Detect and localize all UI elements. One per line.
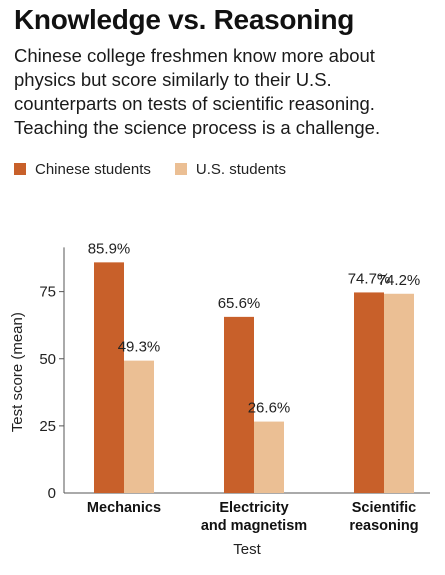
x-tick-label: and magnetism	[201, 518, 307, 534]
chart-labels: 85.9% 65.6% 74.7% 49.3% 26.6% 74.2% Mechanics E…	[87, 240, 420, 534]
bar	[354, 292, 384, 493]
data-label: 74.7%	[348, 270, 391, 287]
data-label: 85.9%	[88, 240, 131, 257]
x-tick-label: Scientific	[352, 500, 416, 516]
chart-bars	[94, 262, 414, 493]
x-tick-label: reasoning	[349, 518, 418, 534]
data-label: 74.2%	[378, 272, 421, 289]
legend-label-us: U.S. students	[195, 160, 286, 178]
x-tick-label: Electricity	[219, 500, 288, 516]
bar	[224, 316, 254, 493]
legend: Chinese students U.S. students	[14, 158, 310, 180]
chart-subtitle: Chinese college freshmen know more about…	[14, 45, 381, 138]
bar	[94, 262, 124, 493]
data-label: 65.6%	[218, 295, 261, 312]
legend-swatch-us	[174, 163, 187, 175]
y-tick-label: 50	[39, 351, 56, 368]
legend-swatch-chinese	[14, 163, 26, 175]
bar	[254, 421, 284, 493]
legend-item-us: U.S. students	[174, 160, 286, 178]
chart-title: Knowledge vs. Reasoning	[14, 4, 355, 35]
y-tick-label: 25	[39, 418, 56, 435]
y-tick-label: 0	[48, 485, 56, 502]
data-label: 49.3%	[118, 339, 161, 356]
bar	[384, 293, 414, 493]
data-label: 26.6%	[248, 400, 291, 417]
legend-label-chinese: Chinese students	[35, 160, 151, 178]
x-axis-title: Test	[233, 541, 261, 558]
x-tick-label: Mechanics	[87, 500, 161, 516]
legend-item-chinese: Chinese students	[14, 161, 151, 178]
bar	[124, 360, 154, 493]
y-axis-title: Test score (mean)	[9, 312, 26, 432]
y-tick-label: 75	[39, 284, 56, 301]
